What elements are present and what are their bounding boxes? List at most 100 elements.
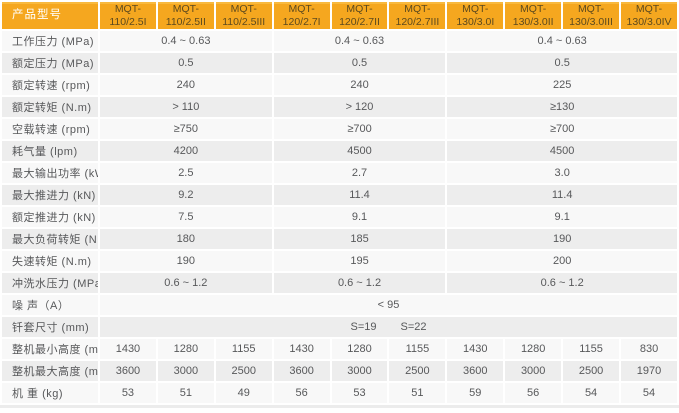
column-header: MQT- 130/3.0II bbox=[505, 2, 562, 29]
value-cell: 190 bbox=[100, 251, 272, 271]
spec-row: 最大输出功率 (kW)2.52.73.0 bbox=[2, 163, 677, 183]
value-cell: 9.2 bbox=[100, 185, 272, 205]
value-cell: 49 bbox=[215, 383, 272, 403]
spec-table-body: 工作压力 (MPa) 0.4 ~ 0.63 0.4 ~ 0.63 0.4 ~ 0.63… bbox=[2, 31, 677, 403]
model-prefix: MQT- bbox=[346, 2, 373, 15]
model-code: 130/3.0IV bbox=[626, 15, 672, 28]
value-cell: 2.5 bbox=[100, 163, 272, 183]
column-header: MQT- 130/3.0III bbox=[563, 2, 620, 29]
spec-row: 噪 声（A） < 95 bbox=[2, 295, 677, 315]
value-cell: 200 bbox=[447, 251, 677, 271]
value-cell: 4500 bbox=[447, 141, 677, 161]
value-cell: 195 bbox=[273, 251, 446, 271]
row-label: 耗气量 (lpm) bbox=[2, 141, 98, 161]
row-label: 空载转速 (rpm) bbox=[2, 119, 98, 139]
value-cell: 0.6 ~ 1.2 bbox=[447, 273, 677, 293]
row-label: 额定转矩 (N.m) bbox=[2, 97, 98, 117]
model-prefix: MQT- bbox=[404, 2, 431, 15]
row-label: 额定推进力 (kN) bbox=[2, 207, 98, 227]
column-header: MQT- 120/2.7III bbox=[389, 2, 446, 29]
spec-row: 额定转矩 (N.m) > 110 > 120 ≥130 bbox=[2, 97, 677, 117]
value-cell: < 95 bbox=[100, 295, 677, 315]
value-cell: 9.1 bbox=[273, 207, 446, 227]
value-cell: 240 bbox=[273, 75, 446, 95]
value-cell: 51 bbox=[389, 383, 446, 403]
spec-row: 钎套尺寸 (mm) S=19 S=22 bbox=[2, 317, 677, 337]
value-cell: S=19 S=22 bbox=[100, 317, 677, 337]
value-cell: 3600 bbox=[100, 361, 156, 381]
value-cell: 1280 bbox=[157, 339, 214, 359]
value-cell: 0.4 ~ 0.63 bbox=[273, 31, 446, 51]
value-cell: 1430 bbox=[273, 339, 330, 359]
value-cell: ≥700 bbox=[273, 119, 446, 139]
model-code: 110/2.5II bbox=[165, 15, 206, 28]
value-cell: 59 bbox=[447, 383, 504, 403]
value-cell: 3600 bbox=[273, 361, 330, 381]
model-prefix: MQT- bbox=[577, 2, 605, 15]
value-cell: 180 bbox=[100, 229, 272, 249]
spec-row: 冲洗水压力 (MPa) 0.6 ~ 1.2 0.6 ~ 1.2 0.6 ~ 1.2 bbox=[2, 273, 677, 293]
row-label: 钎套尺寸 (mm) bbox=[2, 317, 98, 337]
value-cell: ≥750 bbox=[100, 119, 272, 139]
value-cell: 53 bbox=[100, 383, 156, 403]
value-cell: 3.0 bbox=[447, 163, 677, 183]
value-cell: 0.5 bbox=[447, 53, 677, 73]
sleeve-sizes: S=19 S=22 bbox=[100, 321, 677, 333]
column-header: MQT- 130/3.0I bbox=[447, 2, 504, 29]
row-label: 额定压力 (MPa) bbox=[2, 53, 98, 73]
spec-row: 最大推进力 (kN) 9.2 11.4 11.4 bbox=[2, 185, 677, 205]
model-prefix: MQT- bbox=[288, 2, 315, 15]
row-label: 最大输出功率 (kW) bbox=[2, 163, 98, 183]
value-cell: 2500 bbox=[215, 361, 272, 381]
model-code: 120/2.7III bbox=[395, 15, 440, 28]
row-label: 整机最小高度 (mm) bbox=[2, 339, 98, 359]
value-cell: 0.6 ~ 1.2 bbox=[273, 273, 446, 293]
value-cell: 3000 bbox=[157, 361, 214, 381]
spec-row: 额定推进力 (kN) 7.5 9.1 9.1 bbox=[2, 207, 677, 227]
value-cell: 56 bbox=[273, 383, 330, 403]
column-header: MQT- 110/2.5I bbox=[100, 2, 156, 29]
row-label: 整机最大高度 (mm) bbox=[2, 361, 98, 381]
value-cell: 225 bbox=[447, 75, 677, 95]
sleeve-size-value: S=19 bbox=[350, 321, 377, 333]
value-cell: 1155 bbox=[215, 339, 272, 359]
row-label: 机 重 (kg) bbox=[2, 383, 98, 403]
value-cell: 7.5 bbox=[100, 207, 272, 227]
model-code: 130/3.0II bbox=[512, 15, 554, 28]
value-cell: 4500 bbox=[273, 141, 446, 161]
value-cell: 2500 bbox=[389, 361, 446, 381]
value-cell: 1280 bbox=[331, 339, 388, 359]
value-cell: 11.4 bbox=[447, 185, 677, 205]
value-cell: 56 bbox=[505, 383, 562, 403]
model-prefix: MQT- bbox=[462, 2, 489, 15]
value-cell: 3600 bbox=[447, 361, 504, 381]
model-prefix: MQT- bbox=[635, 2, 663, 15]
spec-row: 耗气量 (lpm) 4200 4500 4500 bbox=[2, 141, 677, 161]
column-header: MQT- 120/2.7I bbox=[273, 2, 330, 29]
spec-row: 额定压力 (MPa) 0.5 0.5 0.5 bbox=[2, 53, 677, 73]
spec-table-head: 产品型号 MQT- 110/2.5I MQT- 110/2.5II MQT- 110/2.… bbox=[2, 2, 677, 29]
model-code: 110/2.5I bbox=[109, 15, 147, 28]
spec-row: 整机最小高度 (mm)14301280115514301280115514301… bbox=[2, 339, 677, 359]
spec-row: 额定转速 (rpm) 240 240 225 bbox=[2, 75, 677, 95]
value-cell: 4200 bbox=[100, 141, 272, 161]
value-cell: 3000 bbox=[331, 361, 388, 381]
value-cell: 240 bbox=[100, 75, 272, 95]
row-label: 最大推进力 (kN) bbox=[2, 185, 98, 205]
value-cell: 185 bbox=[273, 229, 446, 249]
value-cell: 0.4 ~ 0.63 bbox=[447, 31, 677, 51]
model-prefix: MQT- bbox=[114, 2, 142, 15]
value-cell: 2500 bbox=[563, 361, 620, 381]
spec-row: 机 重 (kg) 53 51 49 56 53 51 59 56 54 54 bbox=[2, 383, 677, 403]
value-cell: ≥130 bbox=[447, 97, 677, 117]
value-cell: 1970 bbox=[621, 361, 677, 381]
value-cell: 51 bbox=[157, 383, 214, 403]
column-header: MQT- 110/2.5II bbox=[157, 2, 214, 29]
value-cell: 1280 bbox=[505, 339, 562, 359]
value-cell: 54 bbox=[621, 383, 677, 403]
value-cell: 1155 bbox=[389, 339, 446, 359]
row-label: 冲洗水压力 (MPa) bbox=[2, 273, 98, 293]
sleeve-size-value: S=22 bbox=[400, 321, 427, 333]
